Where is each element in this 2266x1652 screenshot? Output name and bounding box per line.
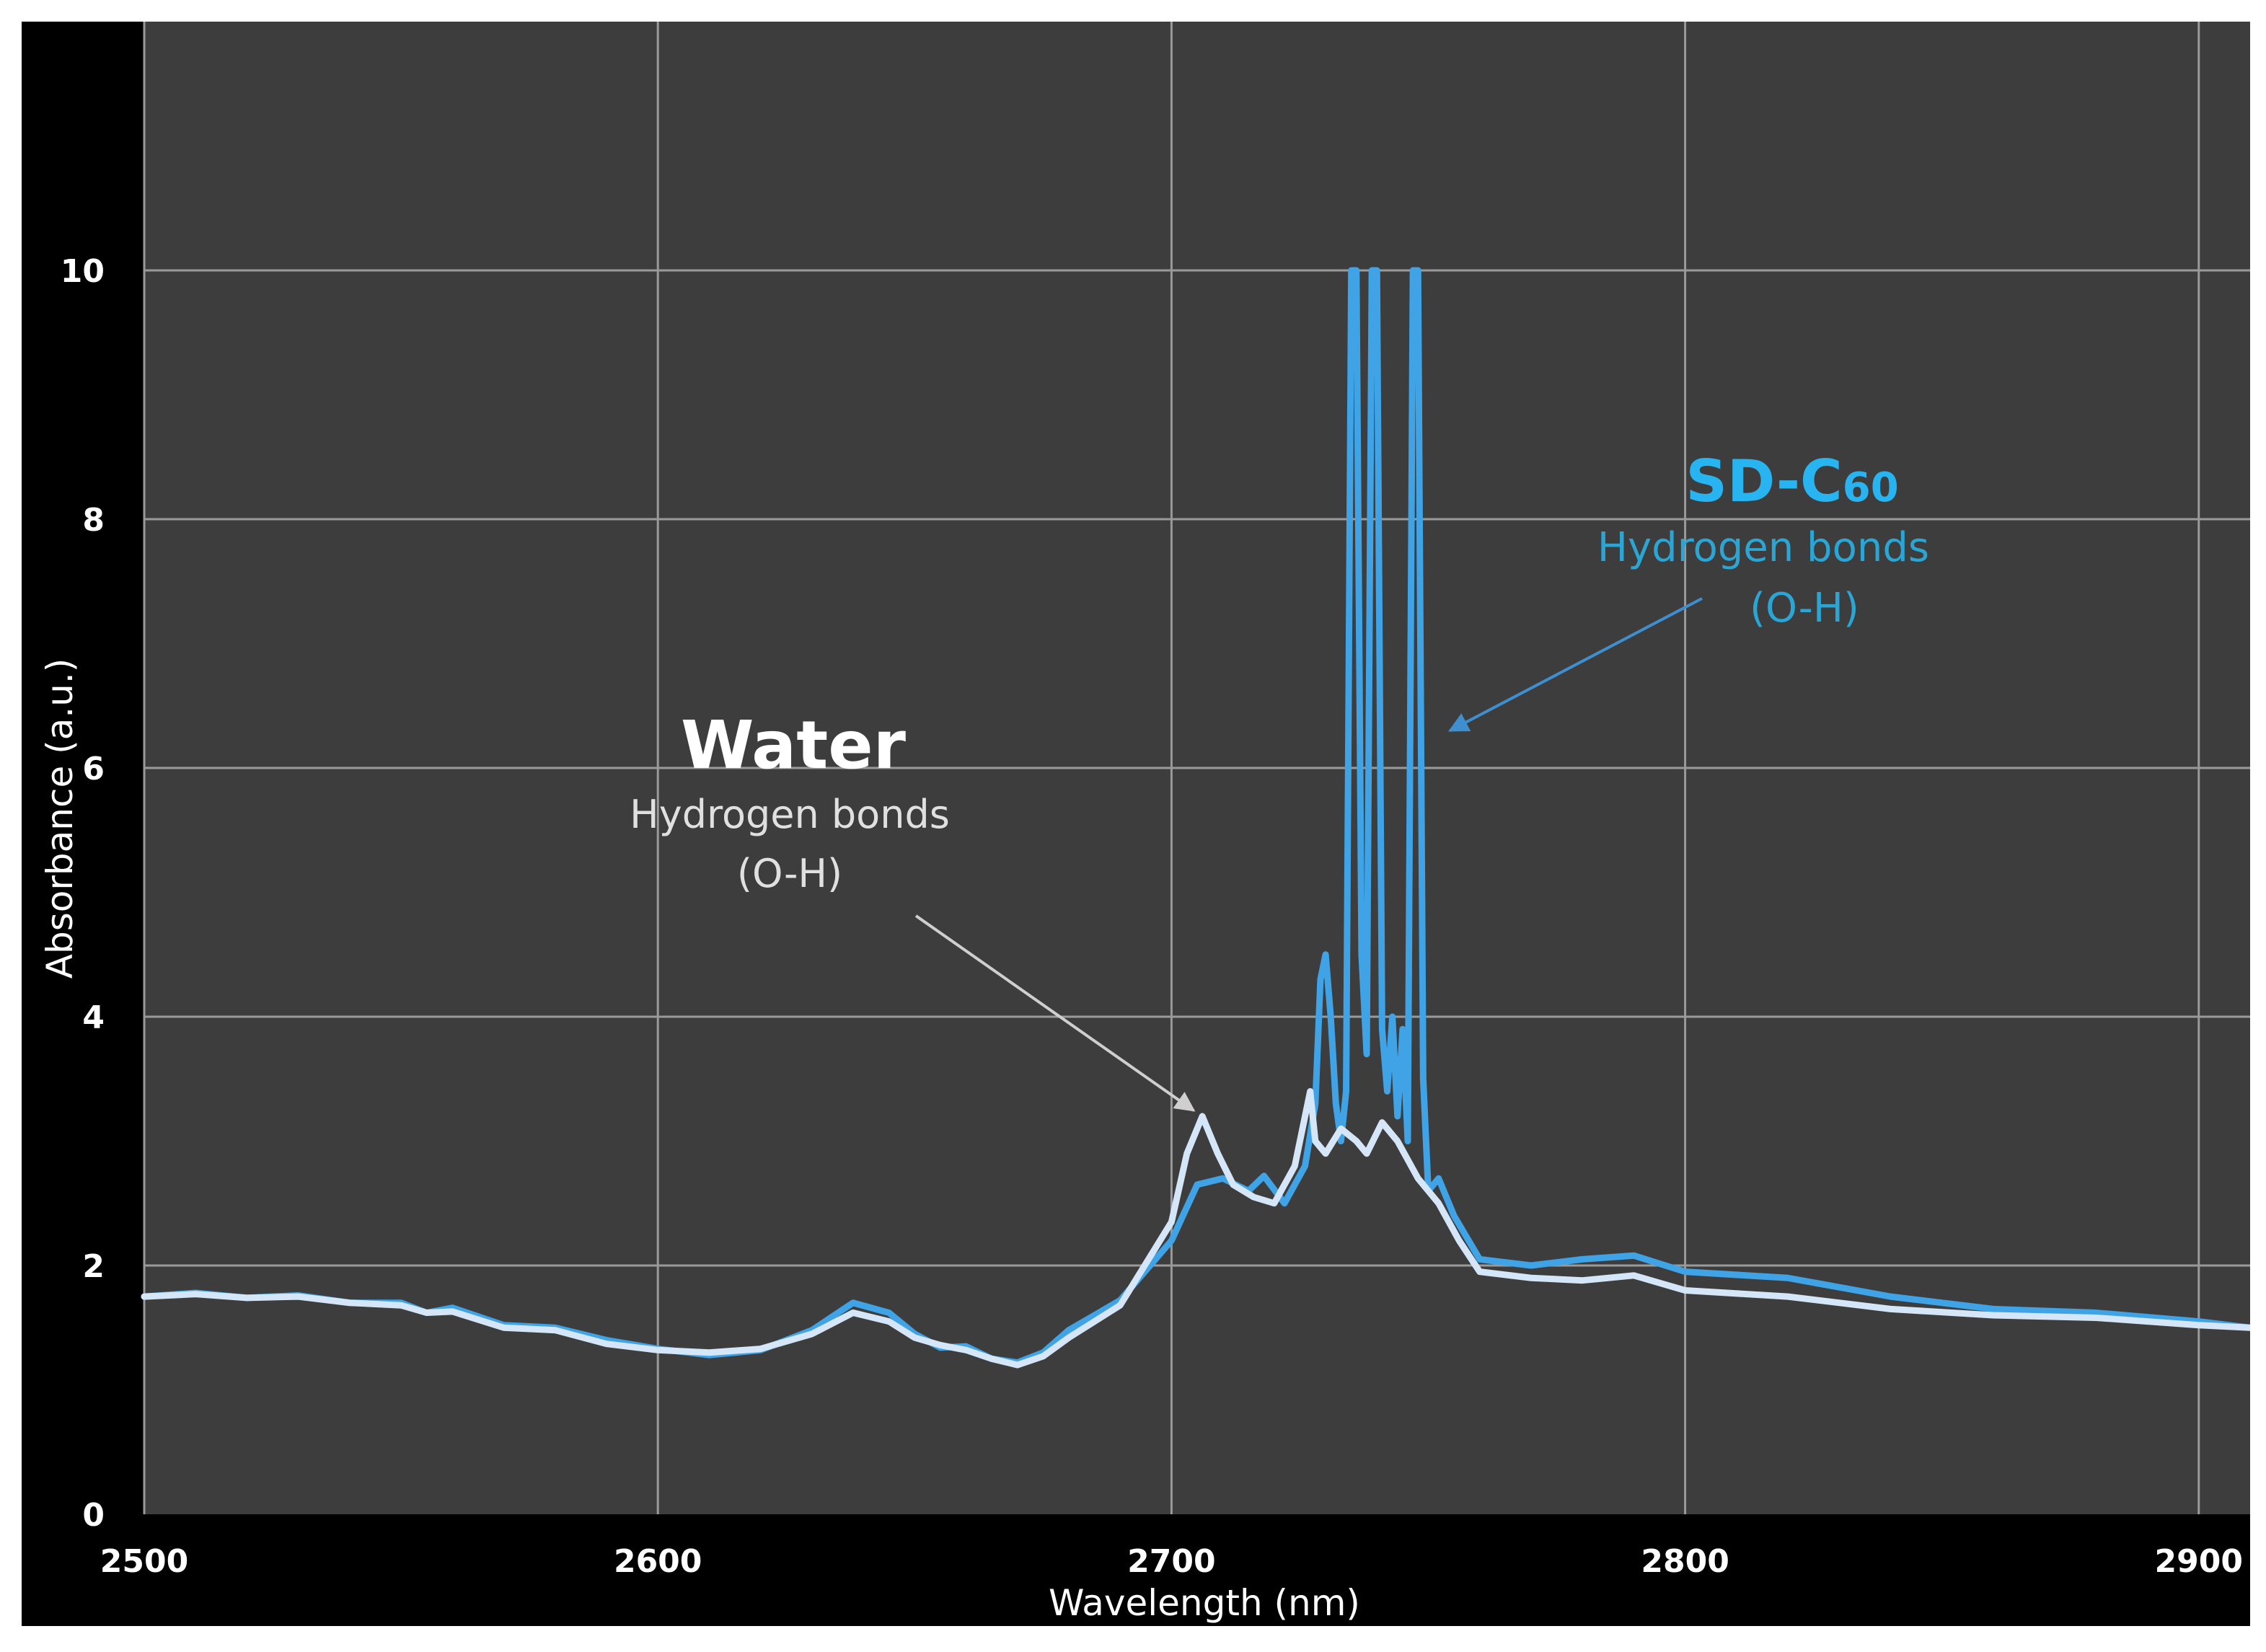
chart-svg: 2500 2600 2700 2800 2900 0 2 4 6 8 10 Wavelength (… [39,22,2250,1624]
sdc60-arrow [1448,597,1703,733]
series-line-water [141,1088,2250,1369]
grid [143,22,2250,1514]
water-annotation-line2: (O-H) [737,851,842,896]
water-arrow [914,914,1196,1112]
x-tick-label: 2600 [614,1543,702,1580]
y-axis-title: Absorbance (a.u.) [39,658,81,979]
sdc60-annotation-title: SD-C60 [1685,448,1898,515]
sdc60-annotation: SD-C60 Hydrogen bonds (O-H) [1448,448,1929,733]
sdc60-title-subscript: 60 [1843,464,1899,511]
water-annotation: Water Hydrogen bonds (O-H) [630,707,1196,1112]
x-tick-label: 2700 [1127,1543,1215,1580]
water-annotation-title: Water [681,707,907,784]
sdc60-title-main: SD-C [1685,448,1842,515]
sdc60-annotation-line2: (O-H) [1750,585,1859,632]
water-annotation-line1: Hydrogen bonds [630,792,950,837]
x-tick-label: 2500 [100,1543,188,1580]
tick-labels: 2500 2600 2700 2800 2900 0 2 4 6 8 10 [61,253,2243,1580]
y-tick-label: 2 [82,1248,105,1285]
y-tick-label: 8 [82,502,105,539]
y-tick-label: 4 [82,999,105,1036]
x-axis-title: Wavelength (nm) [1049,1582,1360,1624]
x-tick-label: 2800 [1641,1543,1729,1580]
y-tick-label: 10 [61,253,105,290]
y-tick-label: 6 [82,751,105,787]
sdc60-annotation-line1: Hydrogen bonds [1597,524,1929,571]
series-group [141,267,2250,1369]
y-tick-label: 0 [82,1497,105,1534]
chart-frame: 2500 2600 2700 2800 2900 0 2 4 6 8 10 Wavelength (… [22,22,2250,1626]
x-tick-label: 2900 [2155,1543,2243,1580]
